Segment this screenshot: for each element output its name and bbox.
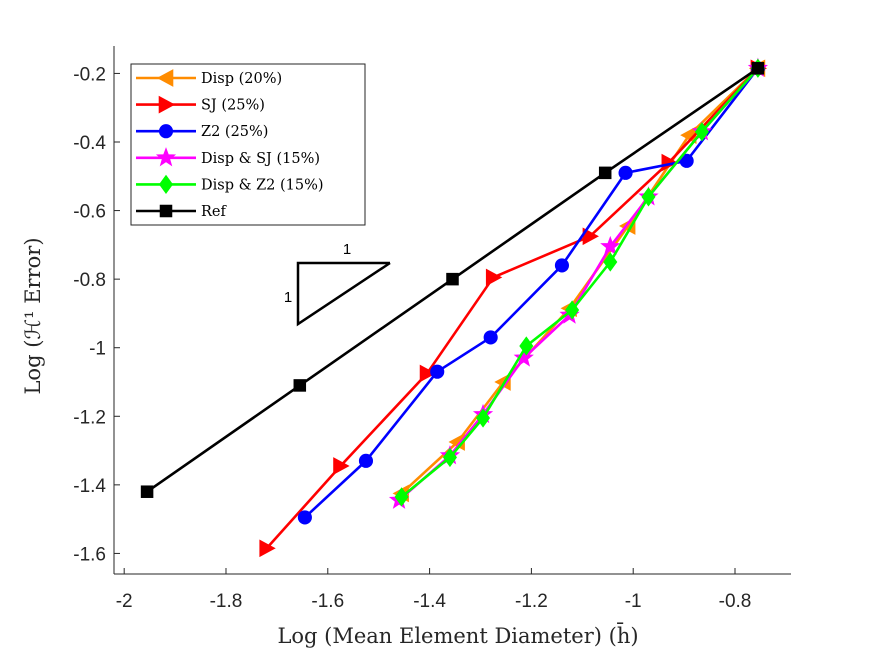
data-point [485,268,503,287]
data-point [513,347,534,367]
data-point [600,235,621,256]
x-tick-label: -1.2 [515,591,548,612]
data-point [618,165,633,180]
data-point [446,272,459,286]
x-tick-label: -1.6 [311,591,344,612]
y-tick-label: -0.8 [73,270,106,291]
data-point [565,300,580,320]
data-point [358,453,374,468]
y-tick-label: -1.2 [73,407,106,428]
data-point [694,122,709,142]
legend-marker [158,174,174,195]
data-point [297,510,312,525]
y-tick-label: -1.6 [73,544,106,565]
legend-box [130,63,366,226]
legend-marker [158,95,176,114]
legend-marker [156,69,174,87]
data-point [259,539,276,558]
data-point [519,336,534,356]
x-tick-label: -1.8 [210,591,243,612]
x-tick-label: -2 [116,591,133,612]
legend-item: SJ (25%) [136,95,265,114]
data-point [333,457,350,475]
legend-label: Ref [201,204,227,220]
series-5 [140,62,765,498]
data-point [140,485,154,498]
y-tick-label: -1.4 [73,476,106,497]
legend: Disp (20%) SJ (25%) Z2 (25%) Disp & SJ (15%… [130,63,366,226]
x-tick-label: -1 [625,591,642,612]
data-point [679,153,694,168]
data-point [603,252,618,272]
data-point [554,258,569,273]
data-point [598,166,612,180]
legend-item: Disp & SJ (15%) [136,147,320,167]
legend-item: Z2 (25%) [136,124,268,140]
legend-label: SJ (25%) [201,98,265,114]
x-tick-label: -0.8 [719,591,752,612]
legend-label: Disp (20%) [201,71,282,87]
data-point [476,408,491,428]
slope-rise-label: 1 [284,289,292,306]
x-tick-label: -1.4 [413,591,446,612]
data-point [293,379,307,392]
legend-label: Z2 (25%) [201,124,268,140]
legend-label: Disp & SJ (15%) [201,151,320,167]
legend-marker [159,204,173,218]
legend-marker [155,147,177,167]
legend-label: Disp & Z2 (15%) [201,177,324,193]
axes: -2 -1.8 -1.6 -1.4 -1.2 -1 -0.8 -1.6 -1.4 -1.2 -1 -0… [73,46,791,612]
y-tick-label: -0.4 [73,133,106,154]
data-point [442,447,457,468]
slope-run-label: 1 [343,241,351,258]
data-point [751,62,765,75]
slope-triangle-shape [296,261,391,327]
series-group [140,57,769,558]
legend-item: Disp & Z2 (15%) [136,174,324,195]
y-tick-label: -0.6 [73,202,106,223]
slope-triangle: 1 1 [284,241,391,327]
y-axis-label: Log (ℋ¹ Error) [21,237,45,394]
data-point [483,330,498,345]
data-point [419,364,437,383]
x-axis-label: Log (Mean Element Diameter) (h̄) [277,622,638,648]
data-point [661,153,678,172]
legend-item: Disp (20%) [136,69,282,87]
data-point [641,187,656,207]
legend-item: Ref [136,204,227,220]
y-tick-label: -1 [89,339,106,360]
legend-marker [158,124,174,139]
y-tick-label: -0.2 [73,64,106,85]
data-point [394,487,409,507]
data-point [430,364,445,379]
